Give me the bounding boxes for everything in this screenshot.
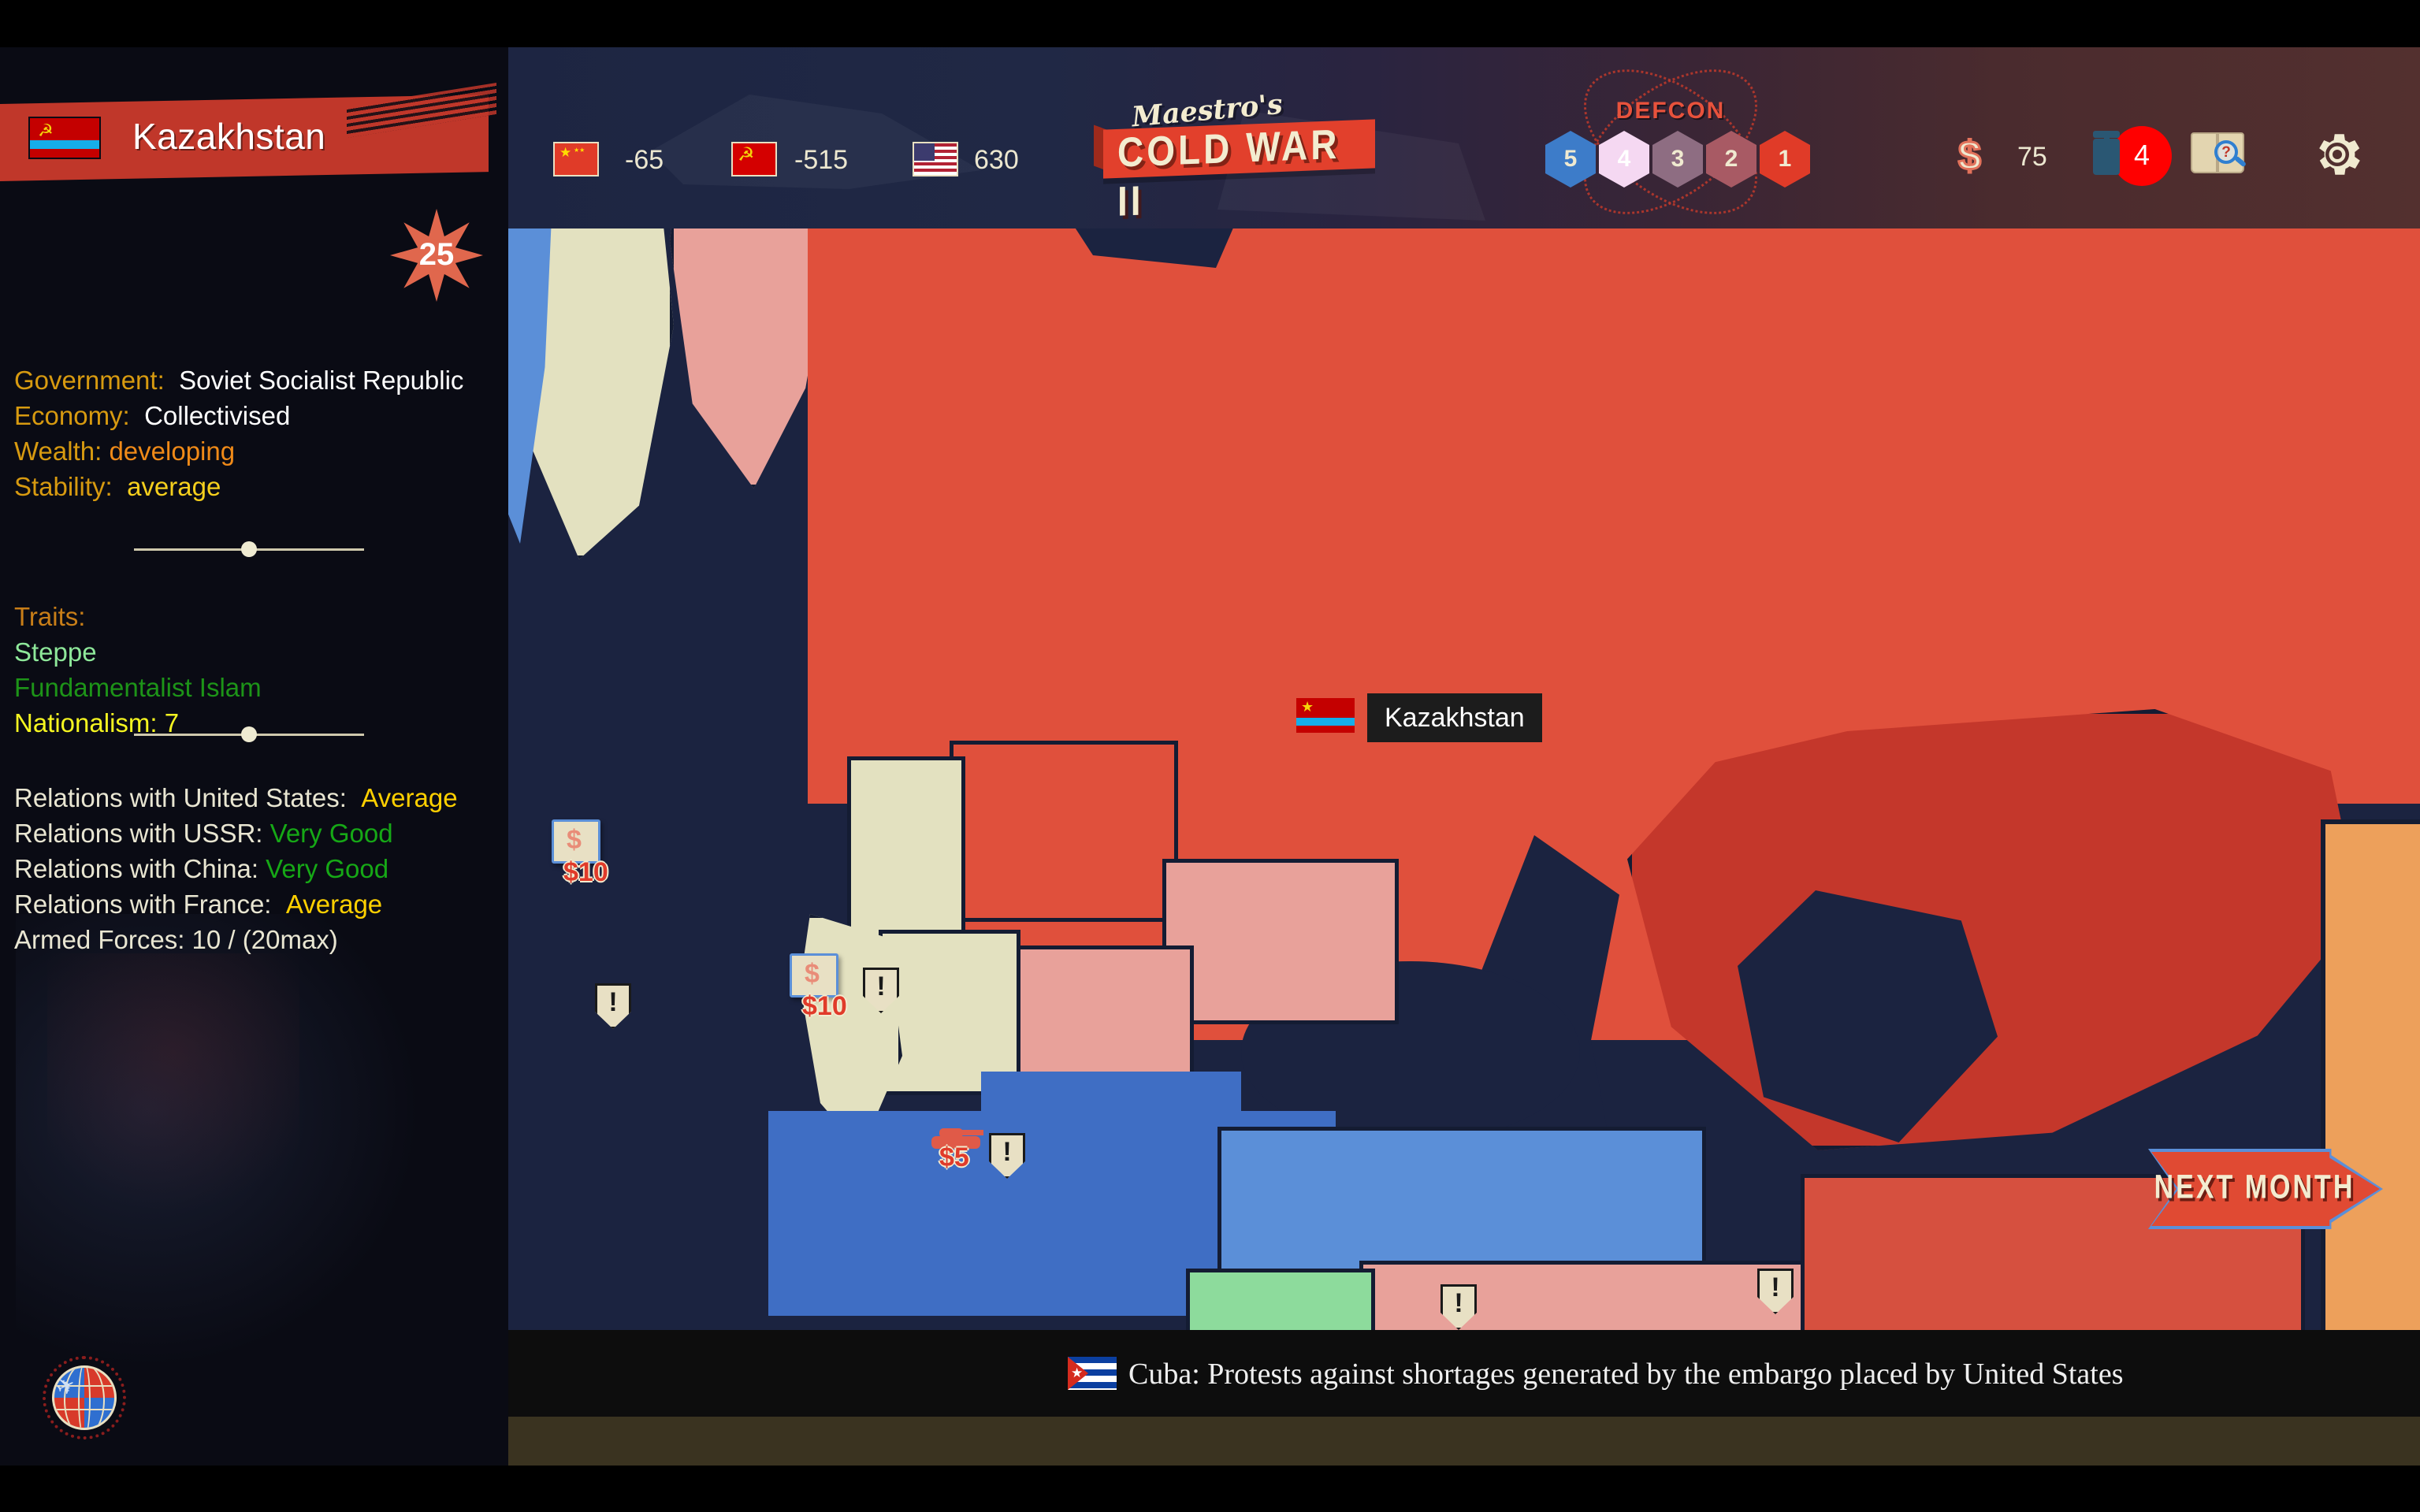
china-score: -65 (625, 145, 664, 175)
map-region-china[interactable] (2321, 819, 2420, 1371)
influence-badge[interactable]: 25 (390, 209, 483, 302)
defcon-level-1[interactable]: 1 (1760, 131, 1810, 188)
gear-icon[interactable] (2309, 126, 2366, 183)
influence-badge-value: 25 (418, 237, 455, 272)
usa-flag-icon (913, 142, 958, 176)
relation-value: Very Good (270, 819, 393, 848)
relation-value: Very Good (266, 854, 389, 883)
defcon-level-3-label: 3 (1671, 146, 1685, 172)
game-logo: Maestro's COLD WAR II (1094, 88, 1375, 225)
map-marker-money-label: $10 (802, 991, 847, 1021)
map-region-poland[interactable] (950, 741, 1178, 922)
defcon-level-3[interactable]: 3 (1652, 131, 1703, 188)
map-region-turkey[interactable] (1217, 1127, 1706, 1284)
economy-row: Economy: Collectivised (14, 398, 503, 433)
map-marker-tank-icon[interactable] (931, 1128, 983, 1149)
country-relations: Relations with United States: Average Re… (14, 780, 508, 957)
dollar-icon: $ (567, 825, 582, 855)
economy-value: Collectivised (144, 401, 291, 430)
relation-row-united-states: Relations with United States: Average (14, 780, 508, 815)
dollar-icon: $ (805, 959, 820, 989)
book-magnifier-icon[interactable]: ? (2191, 132, 2247, 178)
nationalism-slider[interactable] (134, 725, 364, 744)
armed-forces-row: Armed Forces: 10 / (20max) (14, 925, 338, 954)
defcon-indicator[interactable]: DEFCON 5 4 3 2 1 (1541, 39, 1810, 244)
defcon-level-5-label: 5 (1563, 146, 1578, 172)
next-month-button[interactable]: NEXT MONTH (2148, 1149, 2383, 1229)
relation-row-china: Relations with China: Very Good (14, 851, 508, 886)
country-traits: Traits: Steppe Fundamentalist Islam Nati… (14, 599, 503, 741)
trait-item: Steppe (14, 637, 97, 667)
detonator-plunger-icon[interactable] (2088, 128, 2143, 180)
economy-label: Economy: (14, 401, 130, 430)
map-region-romania[interactable] (1162, 859, 1399, 1024)
relation-label: Relations with USSR: (14, 819, 263, 848)
defcon-level-4-label: 4 (1617, 146, 1631, 172)
map-region-kazakhstan[interactable] (1627, 709, 2360, 1150)
map-marker-money-label: $5 (939, 1142, 969, 1172)
map-region-yugoslavia[interactable] (879, 930, 1020, 1095)
relation-label: Relations with China: (14, 854, 258, 883)
relation-row-france: Relations with France: Average (14, 886, 508, 922)
dollar-icon: $ (1957, 132, 1983, 180)
wealth-label: Wealth: (14, 437, 102, 466)
defcon-level-1-label: 1 (1778, 146, 1792, 172)
map-bottom-strip (508, 1417, 2420, 1466)
ussr-score: -515 (794, 145, 849, 175)
government-row: Government: Soviet Socialist Republic (14, 362, 503, 398)
cuba-flag-icon: ★ (1068, 1357, 1117, 1390)
panel-background-decor-2 (47, 953, 299, 1284)
country-stats: Government: Soviet Socialist Republic Ec… (14, 362, 503, 504)
stability-label: Stability: (14, 472, 113, 501)
relation-value: Average (361, 783, 458, 812)
stability-value: average (127, 472, 221, 501)
kazakh-ssr-flag-icon: ★ (1296, 698, 1355, 733)
wealth-value: developing (109, 437, 236, 466)
map-region-germany[interactable] (847, 756, 965, 945)
country-name: Kazakhstan (132, 116, 326, 157)
kazakh-ssr-flag-icon: ☭ (28, 117, 101, 159)
nationalism-value: Nationalism: 7 (14, 708, 180, 737)
relation-row-ussr: Relations with USSR: Very Good (14, 815, 508, 851)
map-country-tooltip-label: Kazakhstan (1367, 693, 1542, 742)
map-water-aegean (981, 1072, 1241, 1269)
relation-label: Relations with France: (14, 890, 272, 919)
globe-airplane-icon[interactable]: ✈ (38, 1351, 131, 1444)
panel-background-decor (16, 914, 457, 1402)
usa-score: 630 (974, 145, 1019, 175)
world-map[interactable] (508, 47, 2420, 1466)
china-flag-icon: ★ ★★ (553, 142, 599, 176)
relation-value: Average (285, 890, 383, 919)
nuke-badge[interactable] (2112, 126, 2172, 186)
logo-main-word: COLD WAR II (1117, 120, 1340, 225)
map-marker-money-card[interactable]: $ (552, 819, 600, 864)
stability-slider-knob[interactable] (241, 541, 257, 557)
government-label: Government: (14, 366, 165, 395)
ussr-flag-icon: ☭ (731, 142, 777, 176)
next-month-label: NEXT MONTH (2154, 1168, 2355, 1206)
government-value: Soviet Socialist Republic (179, 366, 464, 395)
nuke-badge-count: 4 (2133, 139, 2150, 171)
defcon-level-2[interactable]: 2 (1706, 131, 1756, 188)
defcon-title: DEFCON (1615, 98, 1726, 124)
trait-item: Fundamentalist Islam (14, 673, 262, 702)
wealth-row: Wealth: developing (14, 433, 503, 469)
money-value: 75 (2017, 142, 2047, 172)
news-ticker-bar (508, 1330, 2420, 1417)
country-info-panel: ☭ Kazakhstan 25 Government: Soviet Socia… (0, 47, 508, 1466)
stability-row: Stability: average (14, 469, 503, 504)
traits-label: Traits: (14, 602, 86, 631)
defcon-level-2-label: 2 (1724, 146, 1738, 172)
relation-label: Relations with United States: (14, 783, 347, 812)
map-marker-money-card[interactable]: $ (790, 953, 838, 997)
stability-slider[interactable] (134, 540, 364, 559)
map-marker-money-label: $10 (563, 857, 608, 887)
news-ticker-text: Cuba: Protests against shortages generat… (1128, 1358, 2124, 1391)
nationalism-slider-knob[interactable] (241, 726, 257, 742)
